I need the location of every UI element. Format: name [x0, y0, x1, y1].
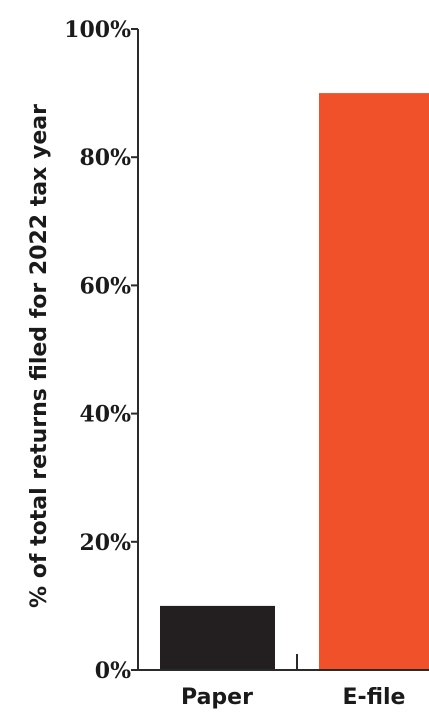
y-axis-title: % of total returns filed for 2022 tax ye…	[27, 104, 52, 608]
x-category-label: E-file	[343, 685, 406, 710]
bar-paper	[160, 605, 275, 670]
y-tick-label: 20%	[79, 530, 131, 556]
x-axis-category-labels: Paper E-file	[181, 685, 405, 710]
y-tick-label: 60%	[79, 273, 131, 299]
y-axis-ticks: 0% 20% 40% 60% 80% 100%	[64, 17, 138, 684]
y-tick-label: 80%	[79, 145, 131, 171]
bars	[160, 93, 429, 671]
y-tick-label: 0%	[95, 658, 131, 684]
bar-e-file	[319, 93, 429, 671]
y-tick-label: 100%	[64, 17, 131, 43]
x-category-label: Paper	[181, 685, 253, 710]
y-tick-label: 40%	[79, 402, 131, 428]
